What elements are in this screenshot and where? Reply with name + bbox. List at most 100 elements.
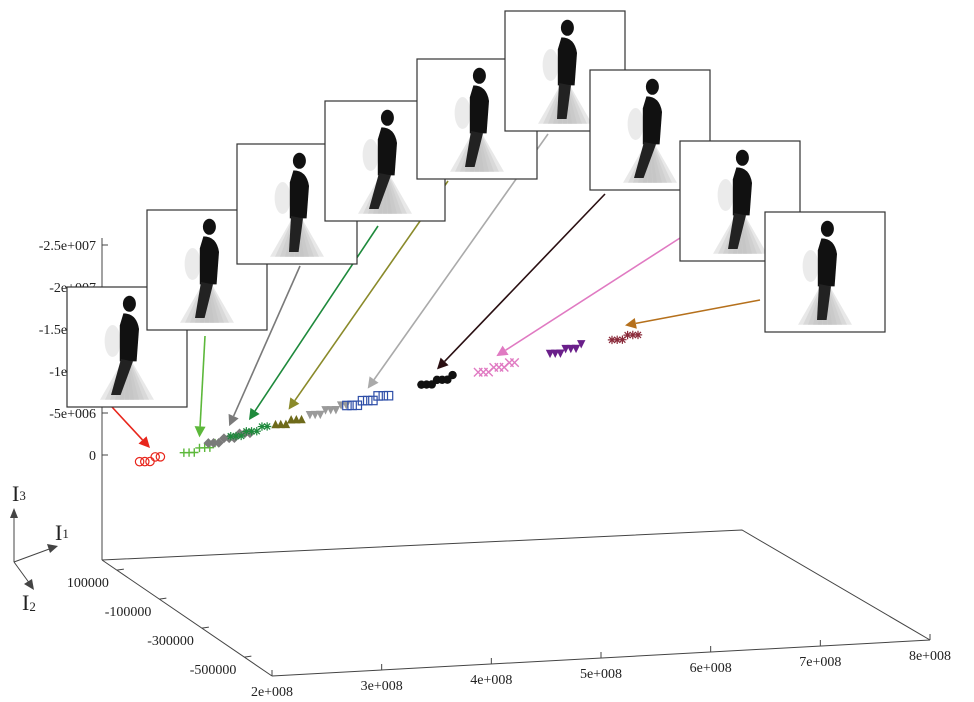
i3-tick-label: -2.5e+007 — [39, 239, 96, 254]
data-point — [545, 349, 555, 359]
data-point — [362, 395, 373, 406]
data-point — [347, 400, 357, 411]
walker-head — [820, 220, 834, 237]
arrow-shaft — [635, 299, 761, 325]
data-point — [297, 414, 306, 424]
i3-axis-label: I3 — [12, 481, 26, 506]
frame-to-cluster-arrow — [194, 335, 206, 438]
arm-blur-shape — [184, 248, 201, 280]
i3-indicator-arrowhead — [10, 508, 18, 518]
leg-blur-shape — [825, 278, 852, 325]
walker-head — [292, 152, 306, 169]
walker-body — [817, 220, 837, 320]
arrow-head — [367, 376, 379, 389]
data-point — [448, 370, 457, 380]
i2-tick-label: 100000 — [67, 576, 109, 591]
data-point — [383, 390, 394, 401]
data-point — [556, 349, 565, 358]
leg-blur-shape — [477, 125, 504, 172]
arm-blur-shape — [627, 108, 644, 140]
i2-axis-label: I2 — [22, 590, 36, 615]
arrow-head — [228, 413, 239, 427]
i1-tick-label: 8e+008 — [909, 649, 951, 664]
data-point — [342, 400, 352, 411]
walker-head — [380, 109, 394, 126]
data-point — [140, 456, 150, 467]
walker-leg — [195, 282, 213, 318]
walker-torso — [377, 127, 397, 176]
gait-frame-2 — [146, 209, 268, 331]
i2-axis: 100000 -100000 -300000 -500000 — [67, 568, 252, 678]
data-point — [281, 419, 291, 429]
floor-far-edges — [101, 529, 931, 641]
data-point — [618, 335, 627, 344]
data-point — [242, 427, 251, 436]
walker-head — [735, 149, 749, 166]
data-point — [226, 431, 235, 441]
data-point — [628, 330, 637, 340]
point-cluster — [226, 422, 272, 441]
data-point — [577, 340, 586, 349]
i2-tick-mark — [244, 655, 252, 658]
frame-to-cluster-arrow — [436, 193, 606, 370]
walker-body — [369, 109, 397, 209]
data-point — [326, 406, 335, 415]
arrow-layer — [111, 133, 761, 448]
walker-head — [122, 295, 136, 312]
point-layer — [134, 330, 643, 467]
walker-leg — [111, 359, 133, 395]
walker-torso — [289, 170, 309, 219]
i1-tick-label: 4e+008 — [470, 673, 512, 688]
leg-blur-shape — [297, 210, 324, 257]
i1-indicator-arrowhead — [47, 544, 58, 553]
point-cluster — [545, 340, 586, 359]
leg-blur-shape — [565, 77, 592, 124]
walker-torso — [199, 236, 219, 285]
walker-leg — [728, 213, 746, 249]
data-point — [155, 451, 166, 462]
arrow-head — [625, 317, 637, 329]
arrow-head — [288, 397, 300, 410]
leg-blur-shape — [650, 136, 677, 183]
i1-tick-label: 2e+008 — [251, 685, 293, 697]
walker-torso — [469, 85, 489, 134]
point-cluster — [473, 357, 520, 377]
arrow-shaft — [444, 193, 606, 362]
data-point — [571, 344, 581, 354]
data-point — [145, 456, 155, 467]
data-point — [190, 448, 199, 457]
walker-leg — [634, 142, 656, 178]
arrow-head — [496, 345, 509, 357]
floor-left-edge — [101, 559, 273, 677]
data-point — [623, 330, 632, 340]
data-point — [257, 422, 267, 431]
frame-to-cluster-arrow — [625, 299, 761, 329]
arm-blur-shape — [454, 97, 471, 129]
arm-blur-shape — [104, 325, 121, 357]
arrow-head — [436, 357, 449, 370]
walker-leg — [289, 216, 303, 252]
data-point — [509, 357, 520, 368]
point-cluster — [342, 390, 394, 411]
walker-body — [111, 295, 139, 395]
arm-blur-shape — [274, 182, 291, 214]
walker-leg — [465, 131, 483, 167]
walker-torso — [642, 96, 662, 145]
gait-frame-7 — [589, 69, 711, 191]
point-cluster — [134, 451, 166, 467]
i2-tick-label: -300000 — [147, 634, 194, 649]
arm-blur-shape — [802, 250, 819, 282]
i1-tick-label: 3e+008 — [361, 679, 403, 694]
walker-head — [645, 78, 659, 95]
walker-leg — [557, 83, 571, 119]
data-point — [342, 401, 351, 410]
walker-body — [195, 218, 219, 318]
i1-tick-label: 6e+008 — [690, 661, 732, 676]
frame-to-cluster-arrow — [228, 265, 301, 427]
arrow-shaft — [111, 406, 144, 441]
axis-orientation-indicator: I3 I1 I2 — [10, 481, 69, 615]
data-point — [316, 410, 325, 420]
i2-tick-label: -100000 — [105, 605, 152, 620]
